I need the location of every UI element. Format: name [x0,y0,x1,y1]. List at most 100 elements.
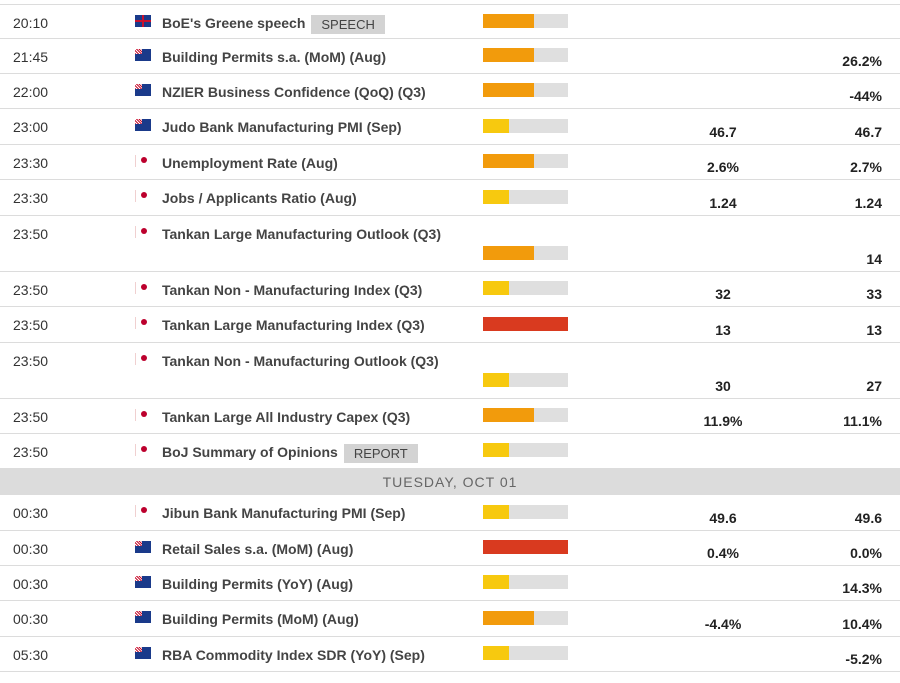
event-name[interactable]: NZIER Business Confidence (QoQ) (Q3) [162,84,426,100]
event-time: 23:50 [13,353,49,369]
event-name-text: Jobs / Applicants Ratio (Aug) [162,190,357,206]
event-name-text: Tankan Large Manufacturing Outlook (Q3) [162,226,441,242]
event-time: 00:30 [13,576,49,592]
flag-au-icon [135,576,151,588]
event-name[interactable]: Retail Sales s.a. (MoM) (Aug) [162,541,353,557]
event-time: 00:30 [13,505,49,521]
flag-nz-icon [135,84,151,96]
event-name[interactable]: Tankan Non - Manufacturing Outlook (Q3) [162,353,439,369]
event-time: 23:50 [13,409,49,425]
event-name[interactable]: Tankan Large All Industry Capex (Q3) [162,409,410,425]
event-time: 20:10 [13,15,49,31]
flag-gb-icon [135,15,151,27]
impact-bar [483,83,568,97]
flag-jp-icon [135,505,151,517]
impact-bar [483,154,568,168]
event-name[interactable]: BoE's Greene speech SPEECH [162,15,385,34]
event-row[interactable]: 23:50 Tankan Large Manufacturing Outlook… [0,216,900,272]
previous-value: -5.2% [845,651,882,667]
event-time: 00:30 [13,541,49,557]
event-name[interactable]: Tankan Large Manufacturing Outlook (Q3) [162,226,441,242]
actual-value: 30 [715,378,731,394]
event-row[interactable]: 23:50 BoJ Summary of Opinions REPORT [0,434,900,469]
event-name-text: Tankan Non - Manufacturing Index (Q3) [162,282,423,298]
event-name[interactable]: Unemployment Rate (Aug) [162,155,338,171]
event-name[interactable]: Judo Bank Manufacturing PMI (Sep) [162,119,402,135]
event-row[interactable]: 23:50 Tankan Large Manufacturing Index (… [0,307,900,343]
event-name[interactable]: BoJ Summary of Opinions REPORT [162,444,418,463]
previous-value: 1.24 [854,195,882,211]
impact-bar [483,408,568,422]
event-row[interactable]: 23:50 Tankan Non - Manufacturing Index (… [0,272,900,307]
actual-value: 46.7 [709,124,737,140]
event-name-text: Jibun Bank Manufacturing PMI (Sep) [162,505,406,521]
event-name-text: Building Permits (YoY) (Aug) [162,576,354,592]
event-row[interactable]: 23:50 Tankan Large All Industry Capex (Q… [0,399,900,434]
event-name-text: BoJ Summary of Opinions [162,444,338,461]
event-name[interactable]: Jobs / Applicants Ratio (Aug) [162,190,357,206]
event-name-text: Tankan Large All Industry Capex (Q3) [162,409,411,425]
previous-value: 14.3% [842,580,882,596]
event-time: 05:30 [13,647,49,663]
event-row[interactable]: 00:30 Jibun Bank Manufacturing PMI (Sep)… [0,495,900,531]
impact-bar [483,48,568,62]
event-time: 22:00 [13,84,49,100]
impact-bar [483,14,568,28]
impact-bar [483,575,568,589]
event-time: 23:50 [13,444,49,460]
flag-jp-icon [135,155,151,167]
event-row[interactable]: 23:30 Unemployment Rate (Aug) 2.6% 2.7% [0,145,900,180]
event-name[interactable]: Tankan Large Manufacturing Index (Q3) [162,317,425,333]
event-row[interactable]: 20:10 BoE's Greene speech SPEECH [0,4,900,39]
event-name-text: NZIER Business Confidence (QoQ) (Q3) [162,84,426,100]
event-row[interactable]: 23:50 Tankan Non - Manufacturing Outlook… [0,343,900,399]
flag-jp-icon [135,190,151,202]
event-row[interactable]: 00:30 Retail Sales s.a. (MoM) (Aug) 0.4%… [0,531,900,566]
event-name[interactable]: Jibun Bank Manufacturing PMI (Sep) [162,505,405,521]
event-name[interactable]: Building Permits (MoM) (Aug) [162,611,359,627]
event-row[interactable]: 23:00 Judo Bank Manufacturing PMI (Sep) … [0,109,900,145]
actual-value: -4.4% [704,616,742,632]
flag-jp-icon [135,226,151,238]
flag-jp-icon [135,353,151,365]
impact-bar [483,281,568,295]
impact-bar [483,611,568,625]
actual-value: 32 [715,286,731,302]
event-time: 23:30 [13,155,49,171]
event-name-text: Retail Sales s.a. (MoM) (Aug) [162,541,354,557]
impact-bar [483,119,568,133]
economic-calendar-table: 20:10 BoE's Greene speech SPEECH 21:45 Bu… [0,4,900,672]
event-row[interactable]: 21:45 Building Permits s.a. (MoM) (Aug) … [0,39,900,74]
impact-bar [483,190,568,204]
event-time: 23:50 [13,226,49,242]
flag-jp-icon [135,282,151,294]
event-row[interactable]: 00:30 Building Permits (YoY) (Aug) 14.3% [0,566,900,601]
event-name[interactable]: Building Permits (YoY) (Aug) [162,576,353,592]
event-name-text: Building Permits s.a. (MoM) (Aug) [162,49,386,65]
event-name[interactable]: Building Permits s.a. (MoM) (Aug) [162,49,386,65]
event-name-text: Tankan Large Manufacturing Index (Q3) [162,317,425,333]
actual-value: 13 [715,322,731,338]
event-time: 23:00 [13,119,49,135]
previous-value: 11.1% [843,413,882,429]
impact-bar [483,246,568,260]
event-row[interactable]: 00:30 Building Permits (MoM) (Aug) -4.4%… [0,601,900,637]
previous-value: 26.2% [842,53,882,69]
event-tag: SPEECH [311,15,385,34]
event-name-text: RBA Commodity Index SDR (YoY) (Sep) [162,647,425,663]
event-row[interactable]: 23:30 Jobs / Applicants Ratio (Aug) 1.24… [0,180,900,216]
actual-value: 1.24 [709,195,737,211]
flag-nz-icon [135,49,151,61]
impact-bar [483,646,568,660]
event-name-text: Judo Bank Manufacturing PMI (Sep) [162,119,402,135]
flag-jp-icon [135,409,151,421]
event-name[interactable]: Tankan Non - Manufacturing Index (Q3) [162,282,422,298]
actual-value: 49.6 [709,510,737,526]
previous-value: -44% [849,88,882,104]
event-row[interactable]: 22:00 NZIER Business Confidence (QoQ) (Q… [0,74,900,109]
event-row[interactable]: 05:30 RBA Commodity Index SDR (YoY) (Sep… [0,637,900,672]
event-name[interactable]: RBA Commodity Index SDR (YoY) (Sep) [162,647,425,663]
event-tag: REPORT [343,444,418,463]
previous-value: 49.6 [854,510,882,526]
actual-value: 2.6% [707,159,739,175]
